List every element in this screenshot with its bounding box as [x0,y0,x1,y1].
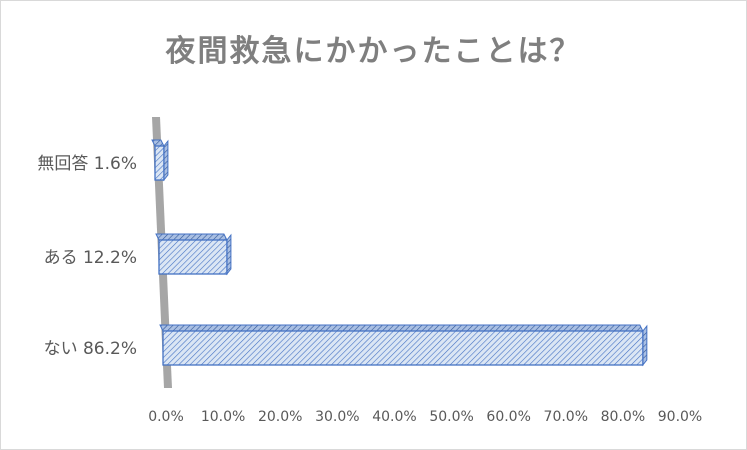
bar-3 [159,324,648,367]
chart-title: 夜間救急にかかったことは？ [165,34,582,69]
x-tick-label-6: 50.0% [429,409,473,425]
category-label-3: ない 86.2% [44,339,137,359]
x-tick-label-4: 30.0% [315,409,359,425]
x-tick-label-3: 20.0% [258,409,302,425]
x-tick-label-9: 80.0% [601,409,645,425]
x-tick-label-1: 0.0% [148,409,184,425]
bar-1 [151,139,169,182]
x-tick-label-5: 40.0% [372,409,416,425]
x-tick-label-10: 90.0% [658,409,702,425]
category-label-2: ある 12.2% [44,248,137,268]
x-tick-label-8: 70.0% [544,409,588,425]
x-tick-label-2: 10.0% [201,409,245,425]
category-label-1: 無回答 1.6% [37,154,137,174]
bar-2 [155,233,232,276]
x-tick-label-7: 60.0% [486,409,530,425]
